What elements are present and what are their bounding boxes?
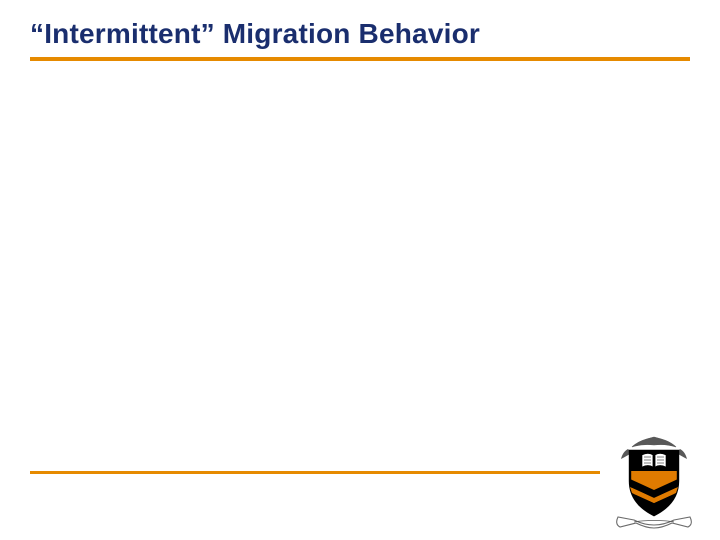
princeton-shield-logo [612, 435, 696, 530]
title-underline-rule [30, 57, 690, 61]
slide-container: “Intermittent” Migration Behavior [0, 0, 720, 540]
slide-title: “Intermittent” Migration Behavior [30, 18, 480, 50]
footer-rule [30, 471, 600, 474]
shield-icon [612, 435, 696, 530]
